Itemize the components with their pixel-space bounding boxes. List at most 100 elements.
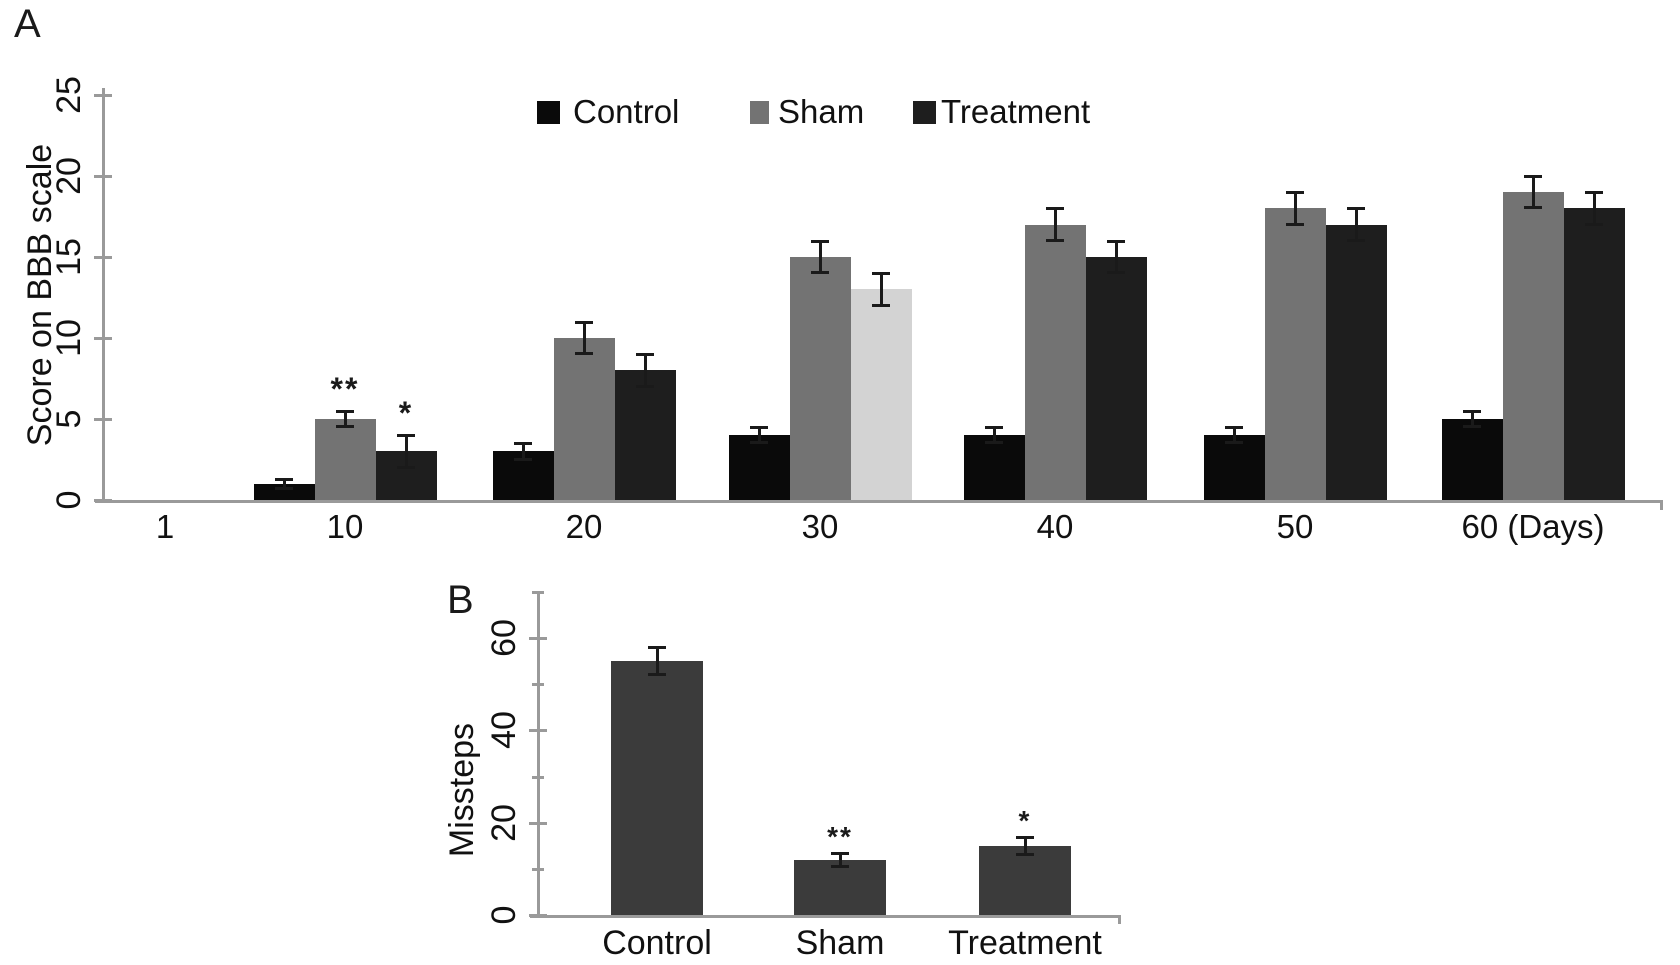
panel-b-y-tick: [529, 821, 547, 825]
sham-bar: [789, 257, 851, 500]
sham-missteps-bar: [794, 859, 886, 915]
treatment-missteps-error-bar-line: [1023, 836, 1027, 855]
panel-a-x-tick-label: 40: [1036, 508, 1074, 545]
control-error-bar-line: [1232, 427, 1236, 444]
panel-a-y-tick-label: 25: [50, 76, 88, 114]
control-missteps-error-bar-cap-top: [648, 646, 666, 650]
control-legend-swatch: [537, 100, 560, 124]
treatment-error-bar-cap-bottom: [1585, 222, 1603, 226]
treatment-bar: [850, 289, 912, 500]
treatment-error-bar-cap-top: [1585, 191, 1603, 195]
sham-error-bar-cap-bottom: [1046, 238, 1064, 242]
panel-b-y-tick-label: 40: [485, 711, 523, 750]
panel-a-y-tick-label: 10: [50, 319, 88, 357]
control-error-bar-cap-bottom: [1463, 425, 1481, 429]
sham-error-bar-cap-bottom: [336, 425, 354, 429]
treatment-bar: [1563, 208, 1625, 500]
treatment-bar: [1085, 257, 1147, 500]
panel-a-x-tick-label: 1: [155, 508, 175, 545]
panel-b-y-tick: [532, 867, 544, 871]
control-bar: [728, 435, 790, 500]
treatment-bar: [1325, 224, 1387, 500]
control-bar: [1203, 435, 1265, 500]
treatment-bar: [614, 370, 676, 500]
control-error-bar-cap-top: [1225, 426, 1243, 430]
panel-b-y-axis-line: [537, 592, 540, 917]
panel-b-x-tick-label: Treatment: [948, 924, 1102, 962]
sham-error-bar-cap-top: [1286, 191, 1304, 195]
treatment-missteps-error-bar-cap-bottom: [1016, 853, 1034, 856]
panel-a-x-tick-label: 50: [1276, 508, 1314, 545]
panel-a-x-axis-line: [95, 500, 1663, 503]
panel-a-x-tick-label: 60 (Days): [1461, 508, 1605, 545]
panel-b-x-tick-label: Control: [602, 924, 712, 962]
treatment-error-bar-line: [404, 435, 408, 468]
sham-error-bar-line: [1531, 176, 1535, 209]
control-error-bar-line: [282, 478, 286, 489]
panel-b-y-tick-label: 60: [485, 619, 523, 658]
panel-a-y-tick-label: 15: [50, 238, 88, 276]
sham-error-bar-line: [1293, 192, 1297, 225]
sham-error-bar-cap-top: [1046, 207, 1064, 211]
significance-marker: *: [398, 395, 414, 432]
sham-error-bar-line: [582, 321, 586, 355]
control-error-bar-cap-bottom: [750, 441, 768, 445]
sham-error-bar-cap-bottom: [1524, 206, 1542, 210]
panel-b-y-tick: [529, 729, 547, 733]
sham-missteps-error-bar-cap-top: [831, 851, 849, 855]
control-bar: [963, 435, 1025, 500]
sham-error-bar-cap-top: [1524, 175, 1542, 178]
control-error-bar-cap-top: [985, 426, 1003, 430]
treatment-error-bar-cap-top: [397, 434, 415, 438]
control-error-bar-cap-top: [750, 426, 768, 430]
panel-a-x-tick-label: 20: [565, 508, 603, 545]
treatment-error-bar-cap-top: [636, 353, 654, 357]
control-error-bar-cap-top: [514, 442, 532, 446]
panel-a-y-tick: [94, 94, 112, 97]
control-bar: [1441, 419, 1503, 500]
sham-missteps-error-bar-cap-bottom: [831, 864, 849, 868]
treatment-error-bar-cap-top: [1347, 207, 1365, 211]
sham-error-bar-cap-bottom: [811, 271, 829, 275]
control-error-bar-line: [992, 427, 996, 444]
sham-error-bar-cap-top: [336, 409, 354, 413]
control-missteps-bar: [611, 661, 703, 915]
sham-error-bar-cap-top: [575, 320, 593, 324]
significance-marker: **: [330, 370, 360, 407]
control-missteps-error-bar-line: [655, 647, 659, 676]
sham-bar: [314, 419, 376, 500]
legend-item-sham: Sham: [750, 95, 864, 129]
legend: Control Sham Treatment: [0, 95, 1680, 131]
treatment-error-bar-cap-top: [1107, 239, 1125, 243]
panel-b-y-tick: [532, 775, 544, 779]
sham-error-bar-cap-top: [811, 239, 829, 243]
treatment-legend-swatch: [913, 100, 936, 124]
sham-error-bar-line: [343, 410, 347, 428]
panel-b-y-tick-label: 0: [485, 905, 523, 925]
panel-b-x-axis-line: [530, 915, 1121, 918]
sham-error-bar-line: [818, 240, 822, 274]
panel-b-y-tick: [532, 590, 544, 594]
treatment-error-bar-line: [643, 354, 647, 387]
sham-error-bar-cap-bottom: [575, 352, 593, 356]
control-legend-label: Control: [573, 93, 680, 130]
control-error-bar-cap-top: [275, 477, 293, 481]
treatment-missteps-bar: [979, 845, 1071, 915]
panel-a-y-tick: [94, 175, 112, 178]
treatment-error-bar-cap-bottom: [872, 303, 890, 307]
control-error-bar-line: [1470, 410, 1474, 428]
sham-missteps-error-bar-line: [838, 852, 842, 867]
panel-a-label: A: [14, 2, 41, 46]
panel-a-y-axis-line: [102, 88, 105, 502]
treatment-error-bar-line: [1592, 192, 1596, 225]
panel-b-y-tick: [529, 637, 547, 641]
sham-bar: [553, 338, 615, 500]
control-error-bar-cap-top: [1463, 409, 1481, 413]
control-missteps-error-bar-cap-bottom: [648, 673, 666, 677]
treatment-error-bar-cap-bottom: [1107, 271, 1125, 275]
panel-b-x-axis-end-tick: [1118, 915, 1121, 924]
treatment-error-bar-line: [1354, 208, 1358, 241]
panel-a-y-tick: [94, 256, 112, 259]
treatment-error-bar-line: [879, 273, 883, 306]
panel-a-y-tick: [94, 418, 112, 421]
